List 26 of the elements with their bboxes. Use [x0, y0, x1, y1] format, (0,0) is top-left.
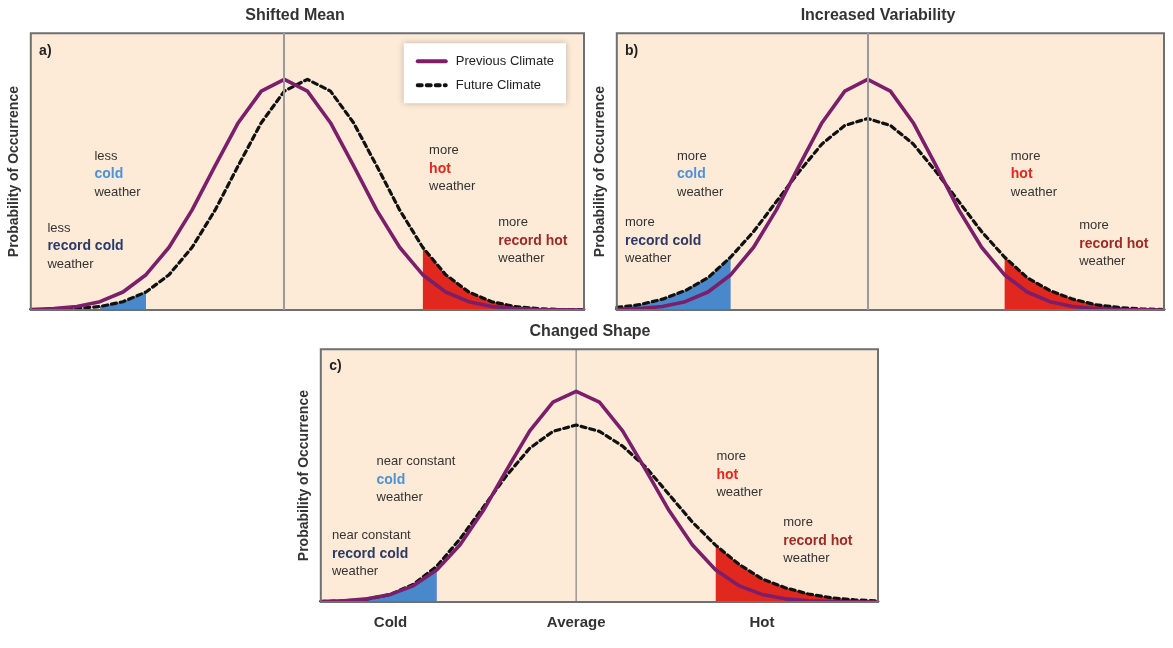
- annotation: near constant record cold weather: [330, 526, 412, 578]
- annotation: more record cold weather: [624, 213, 702, 265]
- x-tick-label: Cold: [373, 613, 408, 631]
- annotation: less cold weather: [93, 147, 142, 199]
- annotation: more hot weather: [1009, 147, 1058, 199]
- annotation: near constant cold weather: [375, 453, 456, 505]
- annotation: more record hot weather: [497, 213, 568, 265]
- chart-title: Shifted Mean: [245, 6, 345, 24]
- text: b): [625, 42, 639, 59]
- annotation: less record cold weather: [46, 219, 124, 271]
- x-tick-label: Hot: [749, 613, 775, 631]
- x-tick-label: Average: [546, 613, 606, 631]
- annotation: more record hot weather: [782, 514, 853, 566]
- y-axis-title: Probability of Occurrence: [295, 389, 312, 562]
- annotation: more hot weather: [715, 448, 764, 500]
- y-axis-title: Probability of Occurrence: [591, 85, 608, 258]
- text: a): [39, 42, 52, 59]
- legend-label: Future Climate: [455, 76, 541, 92]
- annotation: more hot weather: [428, 142, 477, 193]
- text: c): [329, 357, 342, 374]
- chart-title: Increased Variability: [800, 6, 956, 24]
- legend-label: Previous Climate: [455, 52, 555, 68]
- chart-title: Changed Shape: [529, 322, 651, 340]
- annotation: more cold weather: [675, 147, 724, 199]
- annotation: more record hot weather: [1078, 216, 1149, 268]
- y-axis-title: Probability of Occurrence: [5, 85, 22, 258]
